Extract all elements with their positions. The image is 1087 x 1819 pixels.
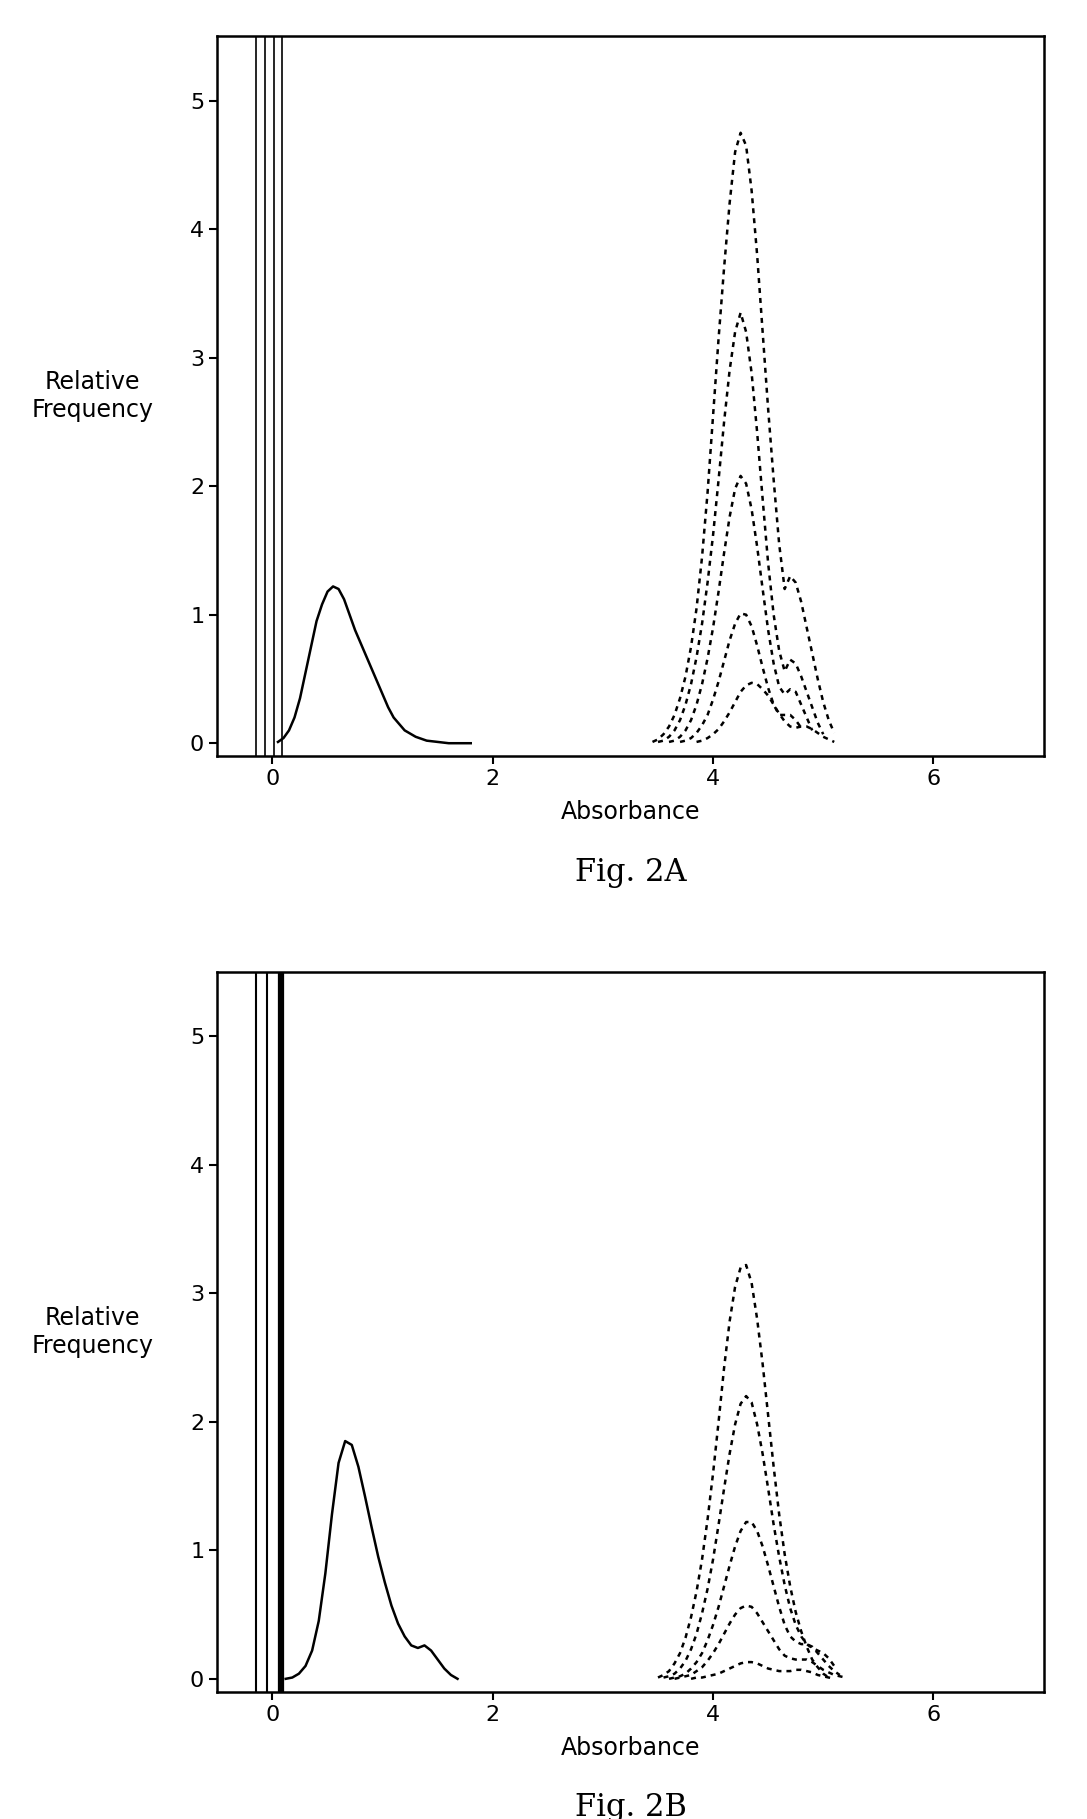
X-axis label: Absorbance: Absorbance (561, 1735, 700, 1761)
Y-axis label: Relative
Frequency: Relative Frequency (32, 1306, 153, 1357)
X-axis label: Absorbance: Absorbance (561, 800, 700, 824)
Y-axis label: Relative
Frequency: Relative Frequency (32, 371, 153, 422)
Text: Fig. 2A: Fig. 2A (575, 857, 686, 888)
Text: Fig. 2B: Fig. 2B (575, 1792, 686, 1819)
